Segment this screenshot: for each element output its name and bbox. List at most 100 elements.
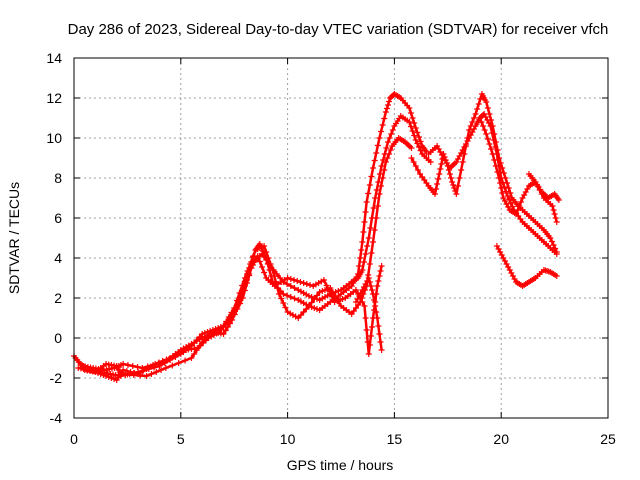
data-point bbox=[371, 157, 378, 164]
data-point bbox=[492, 163, 499, 169]
data-point bbox=[246, 272, 253, 279]
data-point bbox=[382, 109, 389, 115]
data-point bbox=[386, 135, 393, 141]
y-tick-label: 12 bbox=[46, 90, 62, 106]
data-point bbox=[287, 283, 294, 289]
data-point bbox=[450, 182, 457, 188]
data-point bbox=[486, 111, 493, 117]
data-point bbox=[297, 279, 304, 285]
data-point bbox=[124, 362, 131, 368]
data-point bbox=[372, 303, 379, 309]
data-point bbox=[550, 207, 557, 213]
data-point bbox=[407, 110, 414, 116]
data-point bbox=[516, 203, 523, 209]
data-point bbox=[456, 175, 463, 181]
y-tick-label: 4 bbox=[54, 250, 62, 266]
data-point bbox=[271, 283, 278, 289]
data-point bbox=[379, 122, 386, 128]
data-point bbox=[362, 209, 369, 215]
data-point bbox=[476, 115, 483, 121]
data-point bbox=[284, 275, 291, 281]
data-point bbox=[555, 197, 562, 203]
data-point bbox=[297, 312, 304, 318]
data-point bbox=[153, 369, 160, 375]
data-point bbox=[408, 155, 415, 161]
data-point bbox=[414, 129, 421, 136]
data-point bbox=[446, 171, 453, 177]
data-series bbox=[71, 91, 562, 383]
data-point bbox=[287, 276, 294, 282]
data-point bbox=[410, 159, 417, 165]
data-point bbox=[359, 299, 366, 305]
y-tick-label: 6 bbox=[54, 210, 62, 226]
data-point bbox=[352, 287, 359, 293]
data-point bbox=[171, 353, 178, 359]
y-tick-label: 0 bbox=[54, 330, 62, 346]
data-point bbox=[160, 359, 167, 365]
data-point bbox=[305, 303, 312, 309]
data-point bbox=[321, 287, 328, 293]
data-point bbox=[139, 365, 146, 371]
data-point bbox=[176, 350, 183, 356]
data-point bbox=[120, 361, 127, 367]
data-point bbox=[294, 278, 301, 284]
data-point bbox=[377, 339, 384, 345]
data-point bbox=[414, 140, 421, 147]
data-point bbox=[361, 303, 368, 309]
data-point bbox=[362, 251, 369, 257]
data-point bbox=[320, 277, 327, 283]
data-point bbox=[274, 281, 281, 287]
y-axis-label: SDTVAR / TECUs bbox=[6, 182, 22, 294]
data-point bbox=[436, 171, 443, 177]
data-point bbox=[357, 255, 364, 261]
data-point bbox=[454, 183, 461, 189]
data-point bbox=[378, 163, 385, 169]
data-point bbox=[229, 317, 236, 323]
data-point bbox=[411, 132, 418, 139]
data-point bbox=[124, 371, 131, 378]
data-point bbox=[368, 324, 375, 330]
data-point bbox=[276, 291, 283, 297]
data-point bbox=[148, 371, 155, 377]
data-point bbox=[241, 287, 248, 294]
data-point bbox=[459, 159, 466, 165]
data-point bbox=[280, 300, 287, 306]
data-point bbox=[384, 139, 391, 145]
x-tick-label: 20 bbox=[493, 431, 509, 447]
data-point bbox=[278, 295, 285, 302]
data-point bbox=[201, 330, 208, 336]
data-point bbox=[193, 337, 200, 343]
data-point bbox=[365, 190, 372, 197]
x-tick-label: 15 bbox=[387, 431, 403, 447]
data-point bbox=[370, 205, 377, 211]
data-point bbox=[263, 249, 270, 255]
axis-ticks: 0 5 10 15 20 25 -4 -2 0 2 4 6 8 10 12 14 bbox=[46, 50, 616, 447]
data-point bbox=[547, 235, 554, 241]
y-tick-label: 10 bbox=[46, 130, 62, 146]
data-point bbox=[150, 362, 157, 368]
data-point bbox=[282, 304, 289, 311]
data-point bbox=[303, 281, 310, 287]
data-point bbox=[378, 347, 385, 353]
data-point bbox=[381, 167, 388, 173]
data-point bbox=[367, 333, 374, 339]
data-point bbox=[448, 175, 455, 181]
data-point bbox=[358, 247, 365, 253]
data-point bbox=[335, 288, 342, 294]
data-point bbox=[359, 267, 366, 273]
data-point bbox=[376, 135, 383, 141]
data-point bbox=[376, 331, 383, 337]
series-10 bbox=[352, 275, 385, 353]
y-tick-label: -2 bbox=[50, 370, 63, 386]
series-9 bbox=[525, 171, 562, 203]
data-point bbox=[409, 128, 416, 134]
data-point bbox=[382, 159, 389, 165]
x-tick-label: 0 bbox=[70, 431, 78, 447]
data-point bbox=[307, 282, 314, 288]
data-point bbox=[378, 183, 385, 189]
data-point bbox=[374, 283, 381, 289]
data-point bbox=[474, 106, 481, 112]
data-point bbox=[480, 123, 487, 129]
data-point bbox=[300, 280, 307, 286]
